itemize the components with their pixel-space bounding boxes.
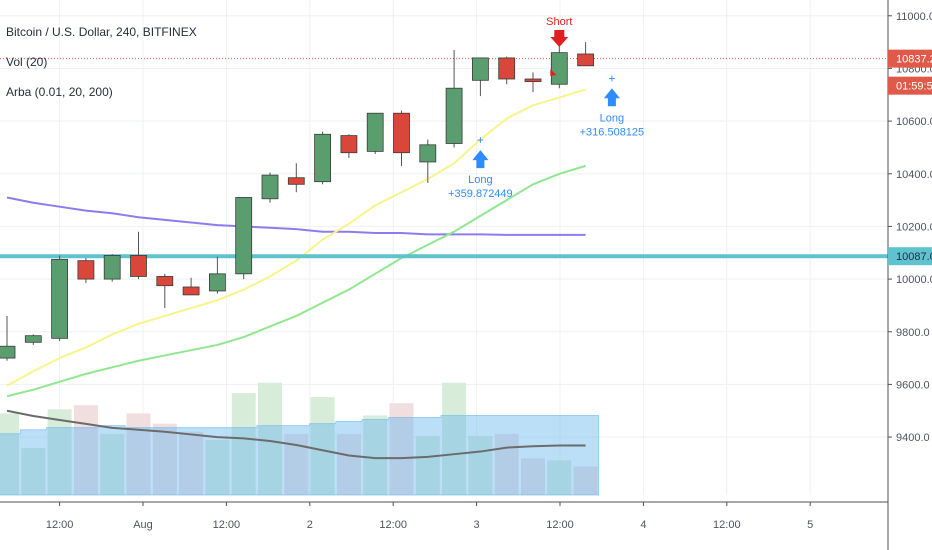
volume-bar [442, 382, 467, 495]
candle-body [577, 53, 594, 67]
time-tick-label: 5 [807, 519, 813, 531]
price-tick-label: 10400.0 [896, 169, 932, 181]
legend-volume[interactable]: Vol (20) [6, 55, 48, 69]
candle-body [393, 112, 410, 154]
candle-body [445, 87, 463, 144]
time-tick-label: Aug [133, 519, 153, 531]
volume-bar [152, 423, 177, 495]
signal-label: Long [468, 174, 492, 186]
price-tick-label: 11000.0 [896, 11, 932, 23]
price-tick-label: 10000.0 [896, 274, 932, 286]
candle-body [130, 254, 147, 277]
ema-mid-line [6, 164, 586, 398]
volume-bar [468, 435, 493, 495]
hline-price-tag [888, 247, 932, 266]
volume-bars [0, 382, 600, 496]
candle-body [550, 52, 568, 85]
volume-bar [521, 458, 545, 495]
signal-value: +359.872449 [448, 188, 513, 200]
candle-body [156, 276, 174, 287]
short-marker-icon [550, 69, 557, 77]
hline-price-label: 10087.0 [896, 251, 932, 263]
ema-fast-line [6, 88, 586, 387]
candle-body [77, 260, 95, 280]
candle-body [235, 197, 253, 275]
candle-body [182, 286, 200, 296]
volume-bar [415, 435, 440, 495]
price-tick-label: 10600.0 [896, 116, 932, 128]
volume-bar [100, 433, 125, 495]
time-tick-label: 3 [474, 519, 480, 531]
time-tick-label: 12:00 [46, 519, 74, 531]
signal-value: +316.508125 [580, 126, 645, 138]
ma-slow-line [6, 196, 586, 236]
countdown-label: 01:59:57 [896, 81, 932, 93]
volume-bar [363, 415, 388, 495]
price-tick-label: 9600.0 [896, 379, 930, 391]
candle-body [419, 144, 437, 163]
price-tick-label: 10200.0 [896, 221, 932, 233]
signal-label: Short [546, 16, 572, 28]
candle-body [498, 57, 516, 80]
time-tick-label: 12:00 [213, 519, 241, 531]
arba-line [6, 409, 586, 460]
short-arrow-icon [550, 30, 569, 48]
volume-bar [231, 393, 256, 495]
candle-body [366, 112, 384, 152]
candle-body [471, 57, 489, 81]
long-arrow-icon [603, 88, 620, 107]
candle-body [103, 254, 121, 280]
volume-bar [573, 466, 598, 495]
trade-signals: Short Long +359.872449 + Long +316.508125 + [448, 16, 644, 200]
volume-bar [310, 397, 335, 495]
volume-bar [21, 448, 46, 495]
candle-body [261, 174, 279, 200]
candle-body [24, 335, 42, 343]
last-price-label: 10837.2 [896, 54, 932, 66]
volume-bar [258, 382, 282, 495]
volume-bar [547, 460, 572, 495]
volume-bar [494, 433, 519, 495]
price-tick-label: 9400.0 [896, 432, 930, 444]
candle-body [208, 273, 226, 292]
volume-bar [126, 413, 151, 495]
time-tick-label: 12:00 [379, 519, 407, 531]
volume-bar [179, 431, 204, 495]
indicator-lines [0, 58, 888, 460]
candle-body [0, 345, 16, 359]
entry-marker-icon: + [477, 133, 484, 147]
last-price-tag [888, 49, 932, 68]
legend-indicator[interactable]: Arba (0.01, 20, 200) [6, 85, 113, 99]
volume-ma-area [0, 414, 600, 496]
time-axis: 12:00 Aug 12:00 2 12:00 3 12:00 4 12:00 5 [0, 501, 888, 531]
price-tick-label: 9800.0 [896, 327, 930, 339]
legend-symbol[interactable]: Bitcoin / U.S. Dollar, 240, BITFINEX [6, 25, 197, 39]
candle-body [524, 78, 542, 83]
long-arrow-icon [472, 150, 489, 169]
time-tick-label: 12:00 [546, 519, 574, 531]
candles [0, 34, 594, 361]
entry-marker-icon: + [608, 71, 615, 85]
candle-body [314, 133, 332, 183]
price-axis: 11000.010800.010600.010400.010200.010000… [887, 0, 932, 550]
signal-label: Long [600, 112, 624, 124]
time-tick-label: 12:00 [713, 519, 741, 531]
volume-bar [389, 403, 414, 495]
volume-bar [336, 433, 361, 495]
candle-body [51, 258, 68, 339]
time-tick-label: 2 [307, 519, 313, 531]
candle-body [340, 135, 358, 154]
candle-body [287, 177, 305, 185]
volume-bar [205, 439, 230, 495]
countdown-tag [888, 76, 932, 95]
time-tick-label: 4 [640, 519, 646, 531]
volume-bar [47, 409, 72, 495]
volume-bar [73, 405, 98, 495]
